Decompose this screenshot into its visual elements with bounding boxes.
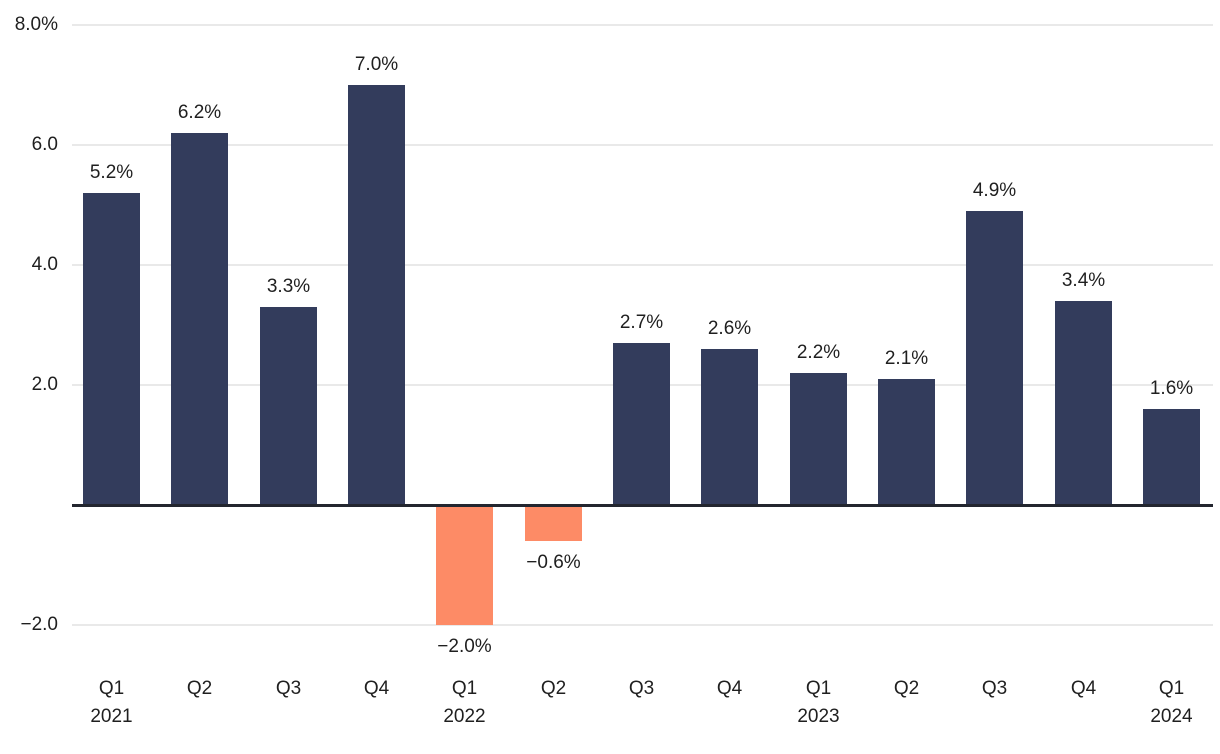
- bar-value-label: 2.6%: [707, 318, 752, 339]
- x-axis-quarter-label: Q4: [1070, 678, 1097, 699]
- bar: [878, 379, 935, 505]
- gridline: [72, 264, 1213, 266]
- bar: [348, 85, 405, 505]
- x-axis-quarter-label: Q1: [805, 678, 832, 699]
- y-axis-tick-label: 2.0: [31, 374, 58, 395]
- x-axis-quarter-label: Q1: [1158, 678, 1185, 699]
- bar-value-label: 2.1%: [884, 348, 929, 369]
- bar: [1055, 301, 1112, 505]
- bar-value-label: 3.4%: [1061, 270, 1106, 291]
- x-axis-year-label: 2023: [797, 706, 840, 727]
- bar-value-label: 2.7%: [619, 312, 664, 333]
- x-axis-year-label: 2021: [90, 706, 133, 727]
- gridline: [72, 144, 1213, 146]
- bar-value-label: 6.2%: [177, 102, 222, 123]
- y-axis-tick-label: −2.0: [20, 614, 58, 635]
- y-axis-tick-label: 8.0%: [14, 14, 58, 35]
- x-axis-quarter-label: Q3: [981, 678, 1008, 699]
- bar: [525, 505, 582, 541]
- bar-value-label: 1.6%: [1149, 378, 1194, 399]
- zero-axis-line: [72, 503, 1213, 507]
- x-axis-year-label: 2024: [1150, 706, 1193, 727]
- x-axis-quarter-label: Q4: [716, 678, 743, 699]
- x-axis-year-label: 2022: [443, 706, 486, 727]
- bar: [1143, 409, 1200, 505]
- bar-value-label: 2.2%: [796, 342, 841, 363]
- bar-value-label: 3.3%: [266, 276, 311, 297]
- bar-value-label: −0.6%: [526, 552, 581, 573]
- x-axis-quarter-label: Q3: [275, 678, 302, 699]
- bar: [171, 133, 228, 505]
- bar: [613, 343, 670, 505]
- bar: [701, 349, 758, 505]
- y-axis-tick-label: 6.0: [31, 134, 58, 155]
- x-axis-quarter-label: Q2: [186, 678, 213, 699]
- gridline: [72, 24, 1213, 26]
- x-axis-quarter-label: Q3: [628, 678, 655, 699]
- x-axis-quarter-label: Q2: [893, 678, 920, 699]
- bar-value-label: 5.2%: [89, 162, 134, 183]
- x-axis-quarter-label: Q1: [98, 678, 125, 699]
- x-axis-quarter-label: Q2: [540, 678, 567, 699]
- bar-value-label: 4.9%: [972, 180, 1017, 201]
- bar-value-label: 7.0%: [354, 54, 399, 75]
- y-axis-tick-label: 4.0: [31, 254, 58, 275]
- gridline: [72, 624, 1213, 626]
- bar-value-label: −2.0%: [437, 636, 492, 657]
- bar: [790, 373, 847, 505]
- x-axis-quarter-label: Q4: [363, 678, 390, 699]
- bar: [966, 211, 1023, 505]
- bar: [260, 307, 317, 505]
- x-axis-quarter-label: Q1: [451, 678, 478, 699]
- bar: [83, 193, 140, 505]
- bar: [436, 505, 493, 625]
